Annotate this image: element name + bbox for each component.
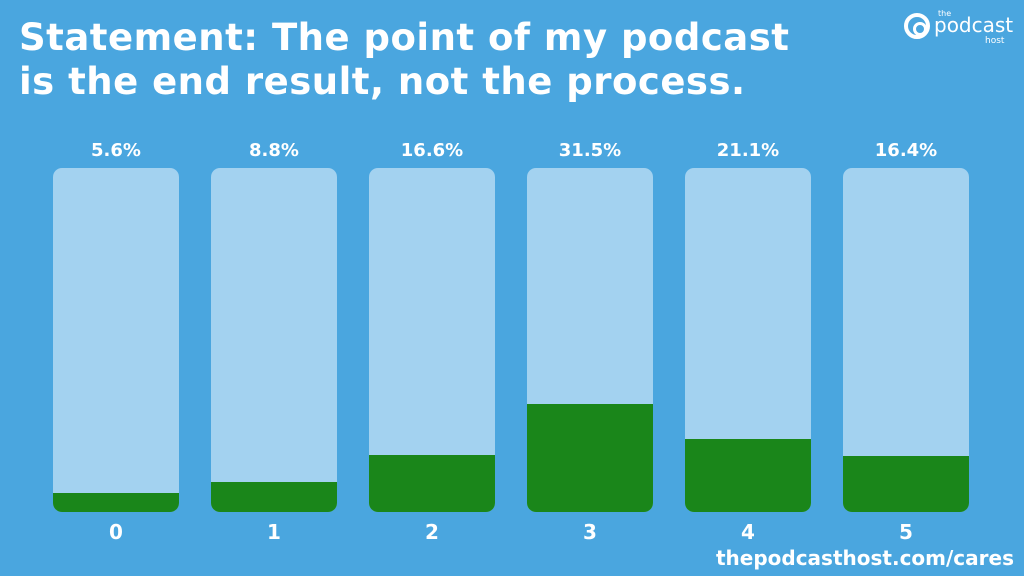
logo-podcast: podcast — [934, 13, 1014, 37]
title-line-2: is the end result, not the process. — [19, 60, 746, 103]
category-label: 4 — [741, 520, 755, 544]
bar-track — [211, 168, 337, 512]
value-label: 21.1% — [716, 140, 780, 161]
chart-title: Statement: The point of my podcast is th… — [19, 16, 789, 104]
logo-p-icon — [904, 13, 930, 39]
bar-fill — [685, 439, 811, 512]
bar-track — [53, 168, 179, 512]
bar-track — [527, 168, 653, 512]
logo-the: the — [938, 9, 952, 18]
bar-fill — [527, 403, 653, 512]
category-label: 1 — [267, 520, 281, 544]
bar-fill — [369, 454, 495, 512]
value-label: 16.4% — [874, 140, 938, 161]
bar-track — [685, 168, 811, 512]
category-label: 0 — [109, 520, 123, 544]
bar-fill — [211, 481, 337, 512]
logo-host: host — [985, 36, 1005, 46]
title-line-1: Statement: The point of my podcast — [19, 16, 790, 59]
bar-fill — [53, 492, 179, 512]
bar-track — [369, 168, 495, 512]
value-label: 5.6% — [91, 140, 141, 161]
podcast-host-logo: the podcast host — [904, 9, 1014, 49]
category-label: 3 — [583, 520, 597, 544]
category-label: 2 — [425, 520, 439, 544]
value-label: 8.8% — [249, 140, 299, 161]
footer-url: thepodcasthost.com/cares — [715, 546, 1014, 570]
value-label: 16.6% — [400, 140, 464, 161]
bar-track — [843, 168, 969, 512]
value-label: 31.5% — [558, 140, 622, 161]
bar-fill — [843, 455, 969, 512]
category-label: 5 — [899, 520, 913, 544]
